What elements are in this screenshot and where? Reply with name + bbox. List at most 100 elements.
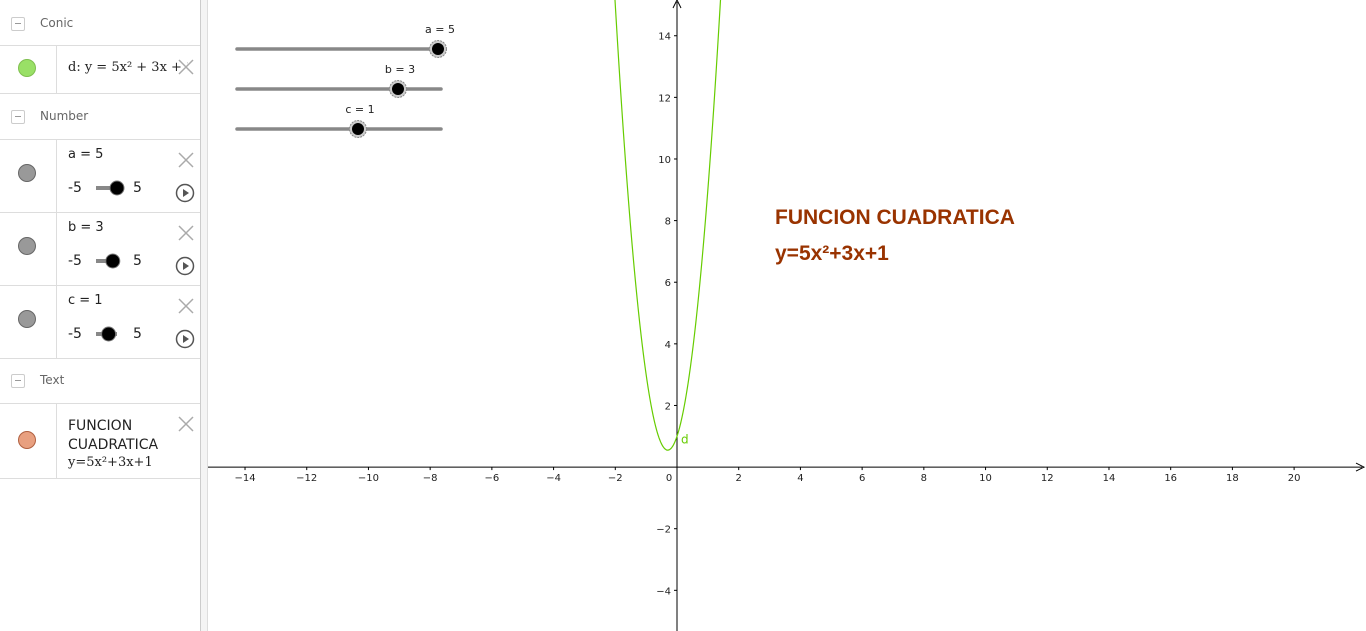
visibility-toggle[interactable] (18, 310, 36, 328)
algebra-view: Conic d: y = 5x² + 3x + 1 Number a = 5 -5 5 b … (0, 0, 201, 631)
curve-label: d (681, 432, 689, 446)
canvas-text: y=5x²+3x+1 (775, 242, 889, 265)
x-tick-label: 10 (979, 473, 992, 484)
y-tick-label: 10 (658, 155, 671, 166)
play-button[interactable] (175, 329, 195, 349)
y-tick-label: 8 (665, 217, 671, 228)
delete-button[interactable] (177, 224, 195, 242)
visibility-toggle[interactable] (18, 431, 36, 449)
slider-max: 5 (133, 180, 142, 196)
visibility-toggle[interactable] (18, 164, 36, 182)
conic-item: d: y = 5x² + 3x + 1 (0, 45, 200, 94)
graphics-view: −14 −12 −10 −8 −6 −4 −2 0 2 4 6 8 10 12 14 16 18 20 −4 −2 2 4… (208, 0, 1366, 631)
conic-definition: d: y = 5x² + 3x + 1 (68, 60, 188, 75)
collapse-button[interactable] (11, 110, 25, 124)
play-ring (175, 329, 195, 349)
y-tick-label: 14 (658, 32, 671, 43)
play-button[interactable] (175, 256, 195, 276)
play-triangle (183, 262, 189, 270)
group-header: Number (0, 93, 200, 139)
x-icon (178, 416, 194, 432)
slider-min: -5 (68, 326, 82, 342)
x-tick-label: 14 (1103, 473, 1116, 484)
x-tick-label: 6 (859, 473, 865, 484)
slider[interactable] (90, 178, 130, 198)
x-arrow (1355, 462, 1366, 472)
delete-button[interactable] (177, 58, 195, 76)
collapse-button[interactable] (11, 374, 25, 388)
collapse-button[interactable] (11, 17, 25, 31)
number-label: c = 1 (68, 293, 103, 308)
slider-max: 5 (133, 253, 142, 269)
y-tick-label: 6 (665, 278, 671, 289)
x-tick-label: −6 (484, 473, 499, 484)
x-tick-label: 4 (797, 473, 803, 484)
x-tick-label: −8 (423, 473, 438, 484)
number-label: a = 5 (68, 147, 104, 162)
play-ring (175, 256, 195, 276)
slider-knob[interactable] (101, 326, 117, 342)
group-header: Conic (0, 0, 200, 46)
x-tick-label: 0 (666, 473, 672, 484)
visibility-toggle[interactable] (18, 237, 36, 255)
slider-knob[interactable] (352, 123, 364, 135)
slider-label: c = 1 (345, 103, 374, 116)
x-tick-label: 2 (736, 473, 742, 484)
slider-max: 5 (133, 326, 142, 342)
x-tick-label: −2 (608, 473, 623, 484)
slider-knob[interactable] (109, 180, 125, 196)
number-label: b = 3 (68, 220, 104, 235)
slider-min: -5 (68, 253, 82, 269)
slider[interactable] (90, 251, 130, 271)
delete-button[interactable] (177, 151, 195, 169)
x-icon (178, 225, 194, 241)
y-tick-label: −2 (656, 525, 671, 536)
gutter (0, 213, 57, 285)
slider-label: b = 3 (385, 63, 415, 76)
x-tick-label: −14 (234, 473, 255, 484)
x-tick-label: −4 (546, 473, 561, 484)
gutter (0, 46, 57, 93)
parabola (614, 0, 722, 451)
group-title: Conic (40, 16, 74, 30)
text-line: y=5x²+3x+1 (68, 455, 153, 470)
slider-knob[interactable] (392, 83, 404, 95)
slider-knob[interactable] (432, 43, 444, 55)
gutter (0, 286, 57, 358)
group-title: Text (40, 373, 65, 387)
y-tick-label: −4 (656, 586, 671, 597)
gutter (0, 140, 57, 212)
x-icon (178, 59, 194, 75)
y-tick-label: 12 (658, 93, 671, 104)
x-tick-label: 20 (1288, 473, 1301, 484)
slider[interactable] (90, 324, 130, 344)
delete-button[interactable] (177, 297, 195, 315)
x-tick-label: 12 (1041, 473, 1054, 484)
x-tick-label: 18 (1226, 473, 1239, 484)
group-header: Text (0, 357, 200, 403)
slider-knob[interactable] (105, 253, 121, 269)
visibility-toggle[interactable] (18, 59, 36, 77)
text-item: FUNCION CUADRATICA y=5x²+3x+1 (0, 403, 200, 479)
x-tick-label: 16 (1164, 473, 1177, 484)
x-tick-label: −12 (296, 473, 317, 484)
x-icon (178, 152, 194, 168)
x-tick-label: 8 (921, 473, 927, 484)
text-line: FUNCION CUADRATICA (68, 418, 159, 453)
delete-button[interactable] (177, 415, 195, 433)
slider-min: -5 (68, 180, 82, 196)
canvas-text: FUNCION CUADRATICA (775, 206, 1015, 229)
number-item: a = 5 -5 5 (0, 139, 200, 213)
number-item: b = 3 -5 5 (0, 212, 200, 286)
slider-label: a = 5 (425, 23, 455, 36)
play-button[interactable] (175, 183, 195, 203)
x-icon (178, 298, 194, 314)
group-title: Number (40, 109, 89, 123)
y-tick-label: 4 (665, 340, 671, 351)
x-tick-label: −10 (358, 473, 379, 484)
divider (201, 0, 208, 631)
play-triangle (183, 189, 189, 197)
number-item: c = 1 -5 5 (0, 285, 200, 359)
y-arrow (672, 0, 682, 9)
